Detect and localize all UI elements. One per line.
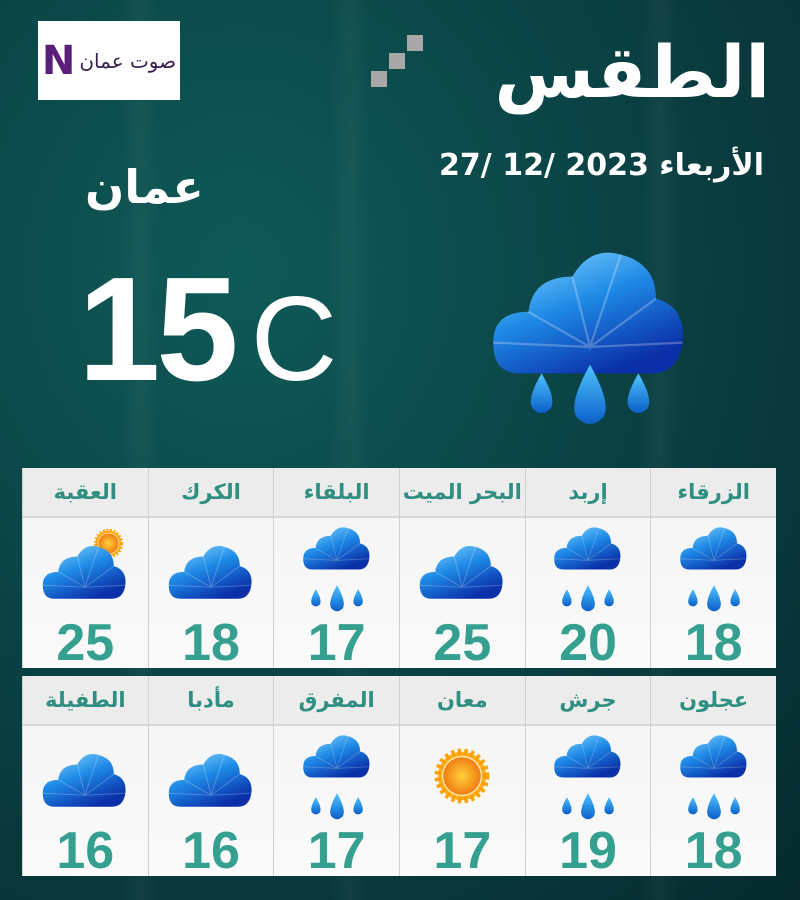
- date: الأربعاء 2023 /12 /27: [439, 148, 764, 183]
- city-name: إربد: [525, 468, 651, 518]
- current-city: عمان: [85, 160, 204, 214]
- city-name: الزرقاء: [651, 468, 776, 518]
- decor-square: [371, 71, 387, 87]
- city-name: الكرك: [148, 468, 274, 518]
- logo-text: صوت عمان: [79, 48, 177, 73]
- city-temperature: 18: [182, 614, 240, 672]
- decor-square: [389, 53, 405, 69]
- city-temperature: 19: [559, 822, 617, 880]
- city-temperature: 17: [307, 822, 366, 880]
- city-forecast: المفرق 17: [273, 676, 399, 880]
- partly-cloudy-icon: [42, 528, 127, 600]
- cloud-icon: [168, 545, 253, 600]
- city-forecast: إربد 20: [524, 468, 651, 672]
- city-forecast: الطفيلة 16: [21, 676, 148, 880]
- city-temperature: 17: [433, 822, 492, 880]
- city-forecast: البلقاء 17: [273, 468, 399, 672]
- rain-cloud-icon: [492, 251, 685, 424]
- city-temperature: 18: [684, 822, 743, 880]
- current-temperature: 15 C: [78, 245, 337, 415]
- cloud-icon: [419, 545, 504, 600]
- rain-cloud-icon: [553, 526, 621, 612]
- city-temperature: 17: [307, 614, 366, 672]
- forecast-row-1: الزرقاء 18 إربد 20 البحر الميت 25 البلقا…: [21, 468, 776, 672]
- rain-cloud-icon: [302, 734, 370, 820]
- rain-cloud-icon: [679, 526, 747, 612]
- city-name: عجلون: [651, 676, 776, 726]
- city-name: البحر الميت: [399, 468, 525, 518]
- city-name: المفرق: [274, 676, 399, 726]
- city-forecast: الزرقاء 18: [650, 468, 776, 672]
- city-forecast: الكرك 18: [147, 468, 274, 672]
- city-name: البلقاء: [274, 468, 399, 518]
- sun-icon: [414, 728, 510, 824]
- city-temperature: 16: [182, 822, 240, 880]
- city-forecast: العقبة 25: [21, 468, 148, 672]
- rain-cloud-icon: [302, 526, 370, 612]
- city-temperature: 25: [56, 614, 115, 672]
- city-forecast: جرش 19: [524, 676, 651, 880]
- city-temperature: 20: [559, 614, 617, 672]
- logo-mark: N: [41, 37, 76, 84]
- decor-square: [407, 35, 423, 51]
- city-name: معان: [399, 676, 525, 726]
- temperature-unit: C: [250, 272, 338, 406]
- city-name: جرش: [525, 676, 651, 726]
- city-forecast: البحر الميت 25: [398, 468, 525, 672]
- city-temperature: 25: [433, 614, 492, 672]
- city-forecast: مأدبا 16: [147, 676, 274, 880]
- city-name: مأدبا: [148, 676, 274, 726]
- logo: N صوت عمان: [38, 21, 180, 100]
- temperature-value: 15: [78, 247, 239, 412]
- page-title: الطقس: [494, 30, 770, 114]
- city-temperature: 18: [684, 614, 743, 672]
- city-name: العقبة: [22, 468, 148, 518]
- cloud-icon: [168, 753, 253, 808]
- city-forecast: معان 17: [398, 676, 525, 880]
- city-name: الطفيلة: [22, 676, 148, 726]
- city-temperature: 16: [56, 822, 115, 880]
- rain-cloud-icon: [553, 734, 621, 820]
- city-forecast: عجلون 18: [650, 676, 776, 880]
- rain-cloud-icon: [679, 734, 747, 820]
- forecast-row-2: عجلون 18 جرش 19 معان 17 المفرق 17 مأدبا …: [21, 676, 776, 880]
- cloud-icon: [42, 753, 127, 808]
